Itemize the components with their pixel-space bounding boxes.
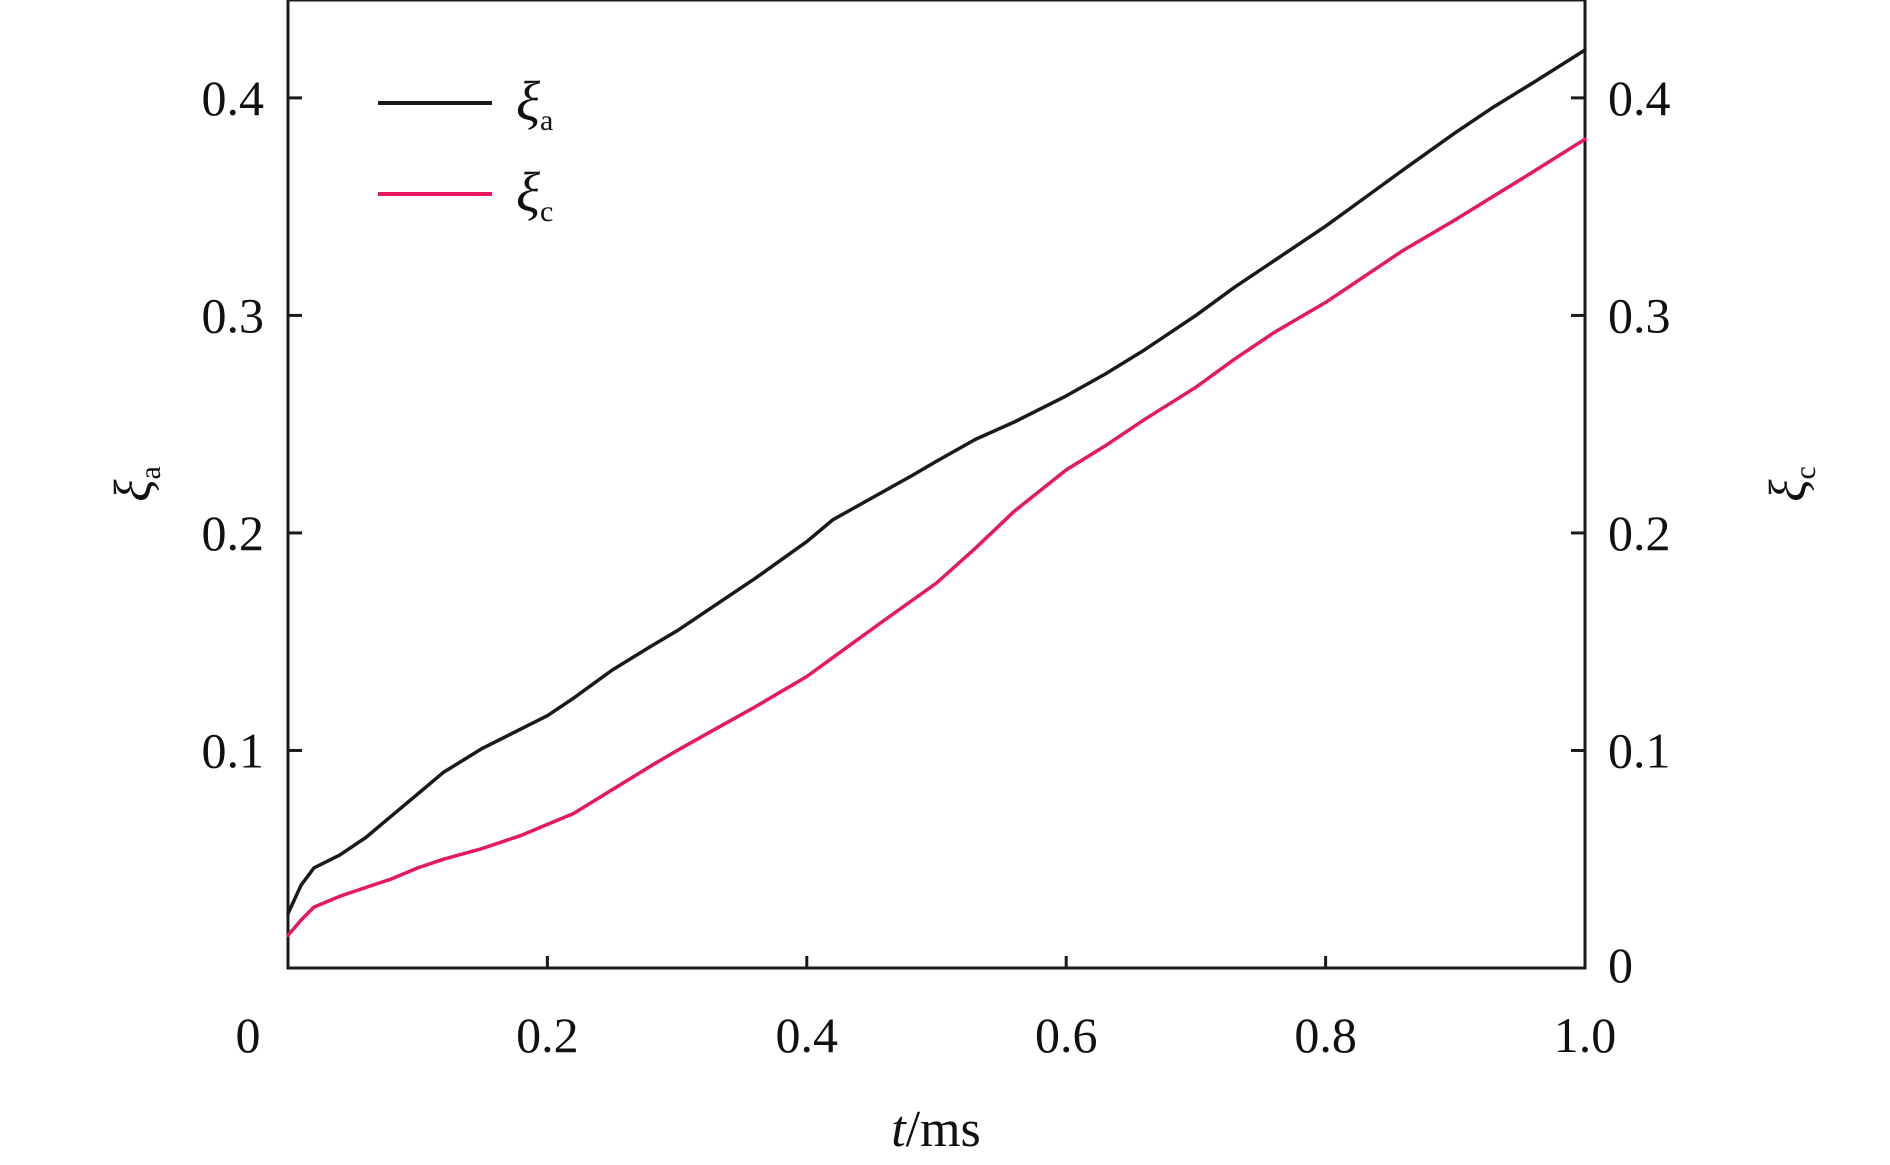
left-y-tick-label: 0.2 <box>202 505 265 561</box>
right-y-tick-label: 0 <box>1608 937 1633 993</box>
x-tick-label: 0.2 <box>516 1007 579 1063</box>
left-axis-title-symbol: ξ <box>105 479 162 502</box>
left-axis-ticks: 0.1 0.2 0.3 0.4 <box>202 70 302 778</box>
x-tick-label: 1.0 <box>1554 1007 1617 1063</box>
x-tick-label: 0.8 <box>1294 1007 1357 1063</box>
left-axis-title: ξa <box>105 466 167 502</box>
right-y-tick-label: 0.3 <box>1608 287 1671 343</box>
x-axis-title-unit: /ms <box>906 1101 981 1158</box>
x-tick-label: 0 <box>236 1007 261 1063</box>
legend-label-xi-c: ξc <box>516 162 553 228</box>
right-y-tick-label: 0.4 <box>1608 70 1671 126</box>
plot-area <box>286 0 1587 970</box>
right-y-tick-label: 0.2 <box>1608 505 1671 561</box>
series-layer <box>286 48 1587 938</box>
legend-label-xi-a-symbol: ξ <box>516 71 540 133</box>
legend-label-xi-c-subscript: c <box>540 195 553 228</box>
right-y-tick-label: 0.1 <box>1608 722 1671 778</box>
x-axis-ticks: 0 0.2 0.4 0.6 0.8 1.0 <box>236 956 1617 1063</box>
legend-label-xi-a-subscript: a <box>540 104 553 137</box>
right-axis-title-symbol: ξ <box>1760 479 1817 502</box>
legend-label-xi-c-symbol: ξ <box>516 162 540 224</box>
series-line-xi-c <box>286 137 1587 938</box>
x-axis-title-variable: t <box>891 1101 907 1158</box>
left-y-tick-label: 0.3 <box>202 287 265 343</box>
x-tick-label: 0.6 <box>1035 1007 1098 1063</box>
right-axis-title: ξc <box>1760 466 1822 502</box>
x-axis-title: t/ms <box>891 1101 981 1158</box>
x-tick-label: 0.4 <box>776 1007 839 1063</box>
right-axis-title-subscript: c <box>1789 466 1822 479</box>
left-y-tick-label: 0.4 <box>202 70 265 126</box>
series-line-xi-a <box>286 48 1587 916</box>
left-y-tick-label: 0.1 <box>202 722 265 778</box>
right-axis-ticks: 0 0.1 0.2 0.3 0.4 <box>1571 70 1671 993</box>
legend: ξa ξc <box>378 71 553 228</box>
legend-label-xi-a: ξa <box>516 71 553 137</box>
left-axis-title-subscript: a <box>134 466 167 479</box>
